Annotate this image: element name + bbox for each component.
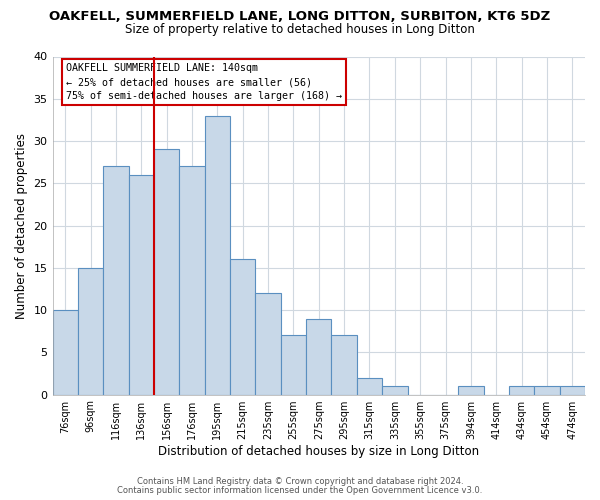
- Bar: [128, 175, 154, 394]
- Y-axis label: Number of detached properties: Number of detached properties: [15, 132, 28, 318]
- Bar: [78, 268, 103, 394]
- Text: OAKFELL, SUMMERFIELD LANE, LONG DITTON, SURBITON, KT6 5DZ: OAKFELL, SUMMERFIELD LANE, LONG DITTON, …: [49, 10, 551, 23]
- Bar: [205, 116, 230, 394]
- Bar: [382, 386, 407, 394]
- Bar: [509, 386, 534, 394]
- Bar: [179, 166, 205, 394]
- Bar: [281, 336, 306, 394]
- Bar: [534, 386, 560, 394]
- Bar: [357, 378, 382, 394]
- Bar: [154, 150, 179, 394]
- Bar: [53, 310, 78, 394]
- Text: Size of property relative to detached houses in Long Ditton: Size of property relative to detached ho…: [125, 22, 475, 36]
- Text: Contains HM Land Registry data © Crown copyright and database right 2024.: Contains HM Land Registry data © Crown c…: [137, 477, 463, 486]
- Bar: [331, 336, 357, 394]
- Text: Contains public sector information licensed under the Open Government Licence v3: Contains public sector information licen…: [118, 486, 482, 495]
- Text: OAKFELL SUMMERFIELD LANE: 140sqm
← 25% of detached houses are smaller (56)
75% o: OAKFELL SUMMERFIELD LANE: 140sqm ← 25% o…: [67, 64, 343, 102]
- Bar: [230, 260, 256, 394]
- Bar: [458, 386, 484, 394]
- Bar: [256, 293, 281, 394]
- Bar: [306, 318, 331, 394]
- Bar: [560, 386, 585, 394]
- Bar: [103, 166, 128, 394]
- X-axis label: Distribution of detached houses by size in Long Ditton: Distribution of detached houses by size …: [158, 444, 479, 458]
